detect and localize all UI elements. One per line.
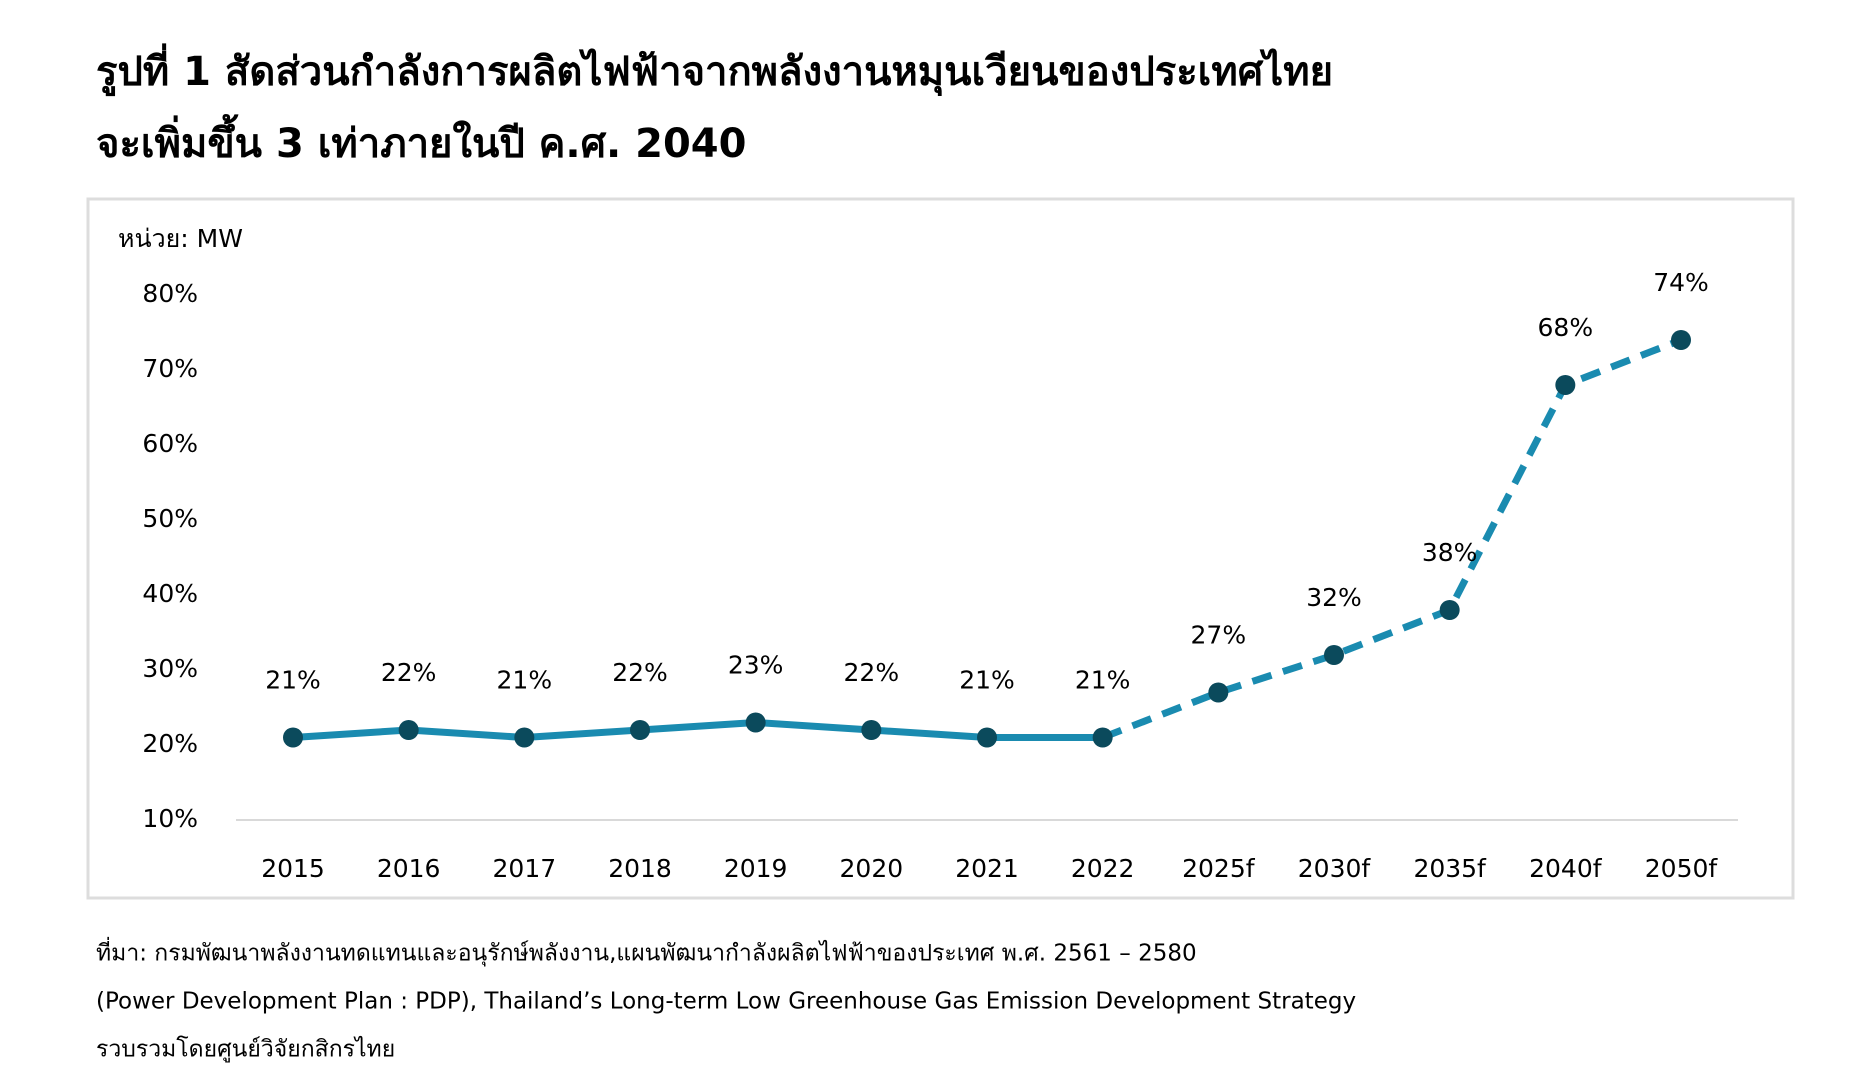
x-tick-label: 2035f — [1413, 854, 1487, 883]
x-tick-label: 2015 — [261, 854, 325, 883]
data-label: 21% — [1075, 666, 1131, 695]
data-label: 22% — [612, 658, 668, 687]
data-point — [1439, 600, 1460, 620]
x-tick-label: 2040f — [1529, 854, 1603, 883]
data-point — [1671, 330, 1691, 350]
data-point — [1092, 727, 1113, 748]
data-label: 21% — [265, 666, 321, 695]
x-tick-label: 2020 — [840, 854, 904, 883]
data-point — [977, 727, 997, 748]
title-line: รูปที่ 1 สัดส่วนกำลังการผลิตไฟฟ้าจากพลัง… — [96, 43, 1333, 97]
data-label: 22% — [381, 658, 437, 687]
title-line: จะเพิ่มขึ้น 3 เท่าภายในปี ค.ศ. 2040 — [96, 114, 746, 167]
data-point — [398, 720, 419, 740]
y-tick-label: 60% — [142, 429, 198, 458]
data-label: 21% — [959, 666, 1015, 695]
x-tick-label: 2016 — [377, 854, 441, 883]
y-tick-label: 10% — [142, 804, 198, 833]
data-point — [283, 727, 303, 748]
data-label: 23% — [728, 651, 784, 680]
data-point — [514, 727, 535, 748]
x-tick-label: 2021 — [955, 854, 1019, 883]
y-tick-label: 70% — [142, 354, 198, 383]
x-tick-label: 2025f — [1182, 854, 1256, 883]
source-line: (Power Development Plan : PDP), Thailand… — [96, 989, 1356, 1015]
data-label: 38% — [1422, 538, 1478, 567]
data-point — [1555, 375, 1576, 395]
data-label: 22% — [844, 658, 900, 687]
data-point — [630, 720, 650, 740]
data-point — [1324, 645, 1344, 665]
data-label: 74% — [1653, 268, 1709, 297]
chart-frame — [86, 197, 1795, 900]
data-point — [861, 720, 882, 740]
data-point — [745, 712, 766, 733]
source-line: ที่มา: กรมพัฒนาพลังงานทดแทนและอนุรักษ์พล… — [96, 937, 1197, 967]
x-tick-label: 2030f — [1298, 854, 1372, 883]
data-point — [1208, 682, 1229, 703]
y-tick-label: 20% — [142, 729, 198, 758]
y-tick-label: 40% — [142, 579, 198, 608]
y-tick-label: 50% — [142, 504, 198, 533]
y-tick-label: 80% — [142, 279, 198, 308]
x-tick-label: 2019 — [724, 854, 788, 883]
data-label: 21% — [497, 666, 553, 695]
actual-line — [292, 719, 1103, 741]
x-tick-label: 2022 — [1071, 854, 1135, 883]
data-label: 32% — [1306, 583, 1362, 612]
forecast-line — [1101, 336, 1683, 741]
source-line: รวบรวมโดยศูนย์วิจัยกสิกรไทย — [96, 1036, 395, 1063]
data-label: 27% — [1191, 621, 1247, 650]
x-tick-label: 2017 — [493, 854, 557, 883]
x-tick-label: 2018 — [608, 854, 672, 883]
data-label: 68% — [1538, 313, 1594, 342]
unit-label: หน่วย: MW — [118, 224, 243, 253]
x-tick-label: 2050f — [1645, 854, 1719, 883]
y-tick-label: 30% — [142, 654, 198, 683]
